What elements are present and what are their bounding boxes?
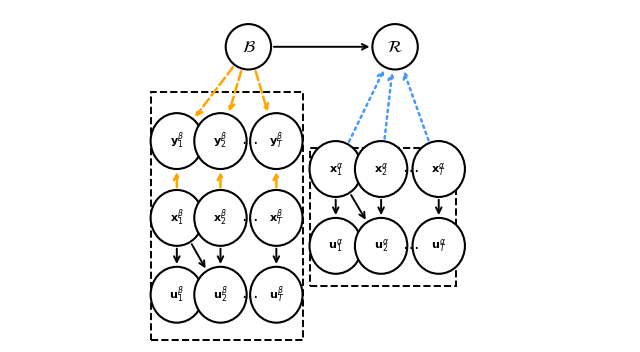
Text: $\mathcal{B}$: $\mathcal{B}$: [241, 38, 255, 56]
Ellipse shape: [372, 24, 418, 69]
Ellipse shape: [250, 190, 303, 246]
Ellipse shape: [195, 113, 246, 169]
Text: $\cdots$: $\cdots$: [241, 286, 258, 304]
Text: $\cdots$: $\cdots$: [241, 132, 258, 150]
Ellipse shape: [413, 218, 465, 274]
Ellipse shape: [250, 267, 303, 323]
Text: $\mathbf{x}_1^{\alpha}$: $\mathbf{x}_1^{\alpha}$: [328, 161, 343, 177]
Text: $\mathbf{x}_1^{\beta}$: $\mathbf{x}_1^{\beta}$: [170, 208, 184, 228]
Ellipse shape: [226, 24, 271, 69]
Text: $\cdots$: $\cdots$: [403, 160, 419, 178]
Ellipse shape: [195, 267, 246, 323]
Text: $\mathbf{u}_T^{\beta}$: $\mathbf{u}_T^{\beta}$: [269, 284, 284, 305]
Text: $\mathbf{y}_2^{\beta}$: $\mathbf{y}_2^{\beta}$: [214, 131, 227, 151]
Text: $\mathbf{x}_2^{\beta}$: $\mathbf{x}_2^{\beta}$: [214, 208, 227, 228]
Ellipse shape: [310, 141, 362, 197]
Text: $\cdots$: $\cdots$: [241, 209, 258, 227]
Ellipse shape: [150, 113, 203, 169]
Text: $\mathbf{u}_2^{\beta}$: $\mathbf{u}_2^{\beta}$: [213, 284, 228, 305]
Ellipse shape: [355, 141, 407, 197]
Ellipse shape: [355, 218, 407, 274]
Text: $\mathbf{y}_T^{\beta}$: $\mathbf{y}_T^{\beta}$: [269, 131, 284, 151]
Text: $\mathcal{R}$: $\mathcal{R}$: [387, 38, 403, 56]
Ellipse shape: [310, 218, 362, 274]
Text: $\mathbf{x}_2^{\alpha}$: $\mathbf{x}_2^{\alpha}$: [374, 161, 388, 177]
Text: $\mathbf{u}_2^{\alpha}$: $\mathbf{u}_2^{\alpha}$: [374, 237, 388, 254]
Text: $\mathbf{y}_1^{\beta}$: $\mathbf{y}_1^{\beta}$: [170, 131, 184, 151]
Ellipse shape: [195, 190, 246, 246]
Text: $\mathbf{u}_1^{\beta}$: $\mathbf{u}_1^{\beta}$: [170, 284, 184, 305]
Text: $\mathbf{x}_T^{\alpha}$: $\mathbf{x}_T^{\alpha}$: [431, 161, 446, 177]
Text: $\mathbf{x}_T^{\beta}$: $\mathbf{x}_T^{\beta}$: [269, 208, 284, 228]
Text: $\cdots$: $\cdots$: [403, 237, 419, 255]
Ellipse shape: [250, 113, 303, 169]
Ellipse shape: [150, 267, 203, 323]
Text: $\mathbf{u}_1^{\alpha}$: $\mathbf{u}_1^{\alpha}$: [328, 237, 343, 254]
Text: $\mathbf{u}_T^{\alpha}$: $\mathbf{u}_T^{\alpha}$: [431, 237, 446, 254]
Ellipse shape: [150, 190, 203, 246]
Ellipse shape: [413, 141, 465, 197]
